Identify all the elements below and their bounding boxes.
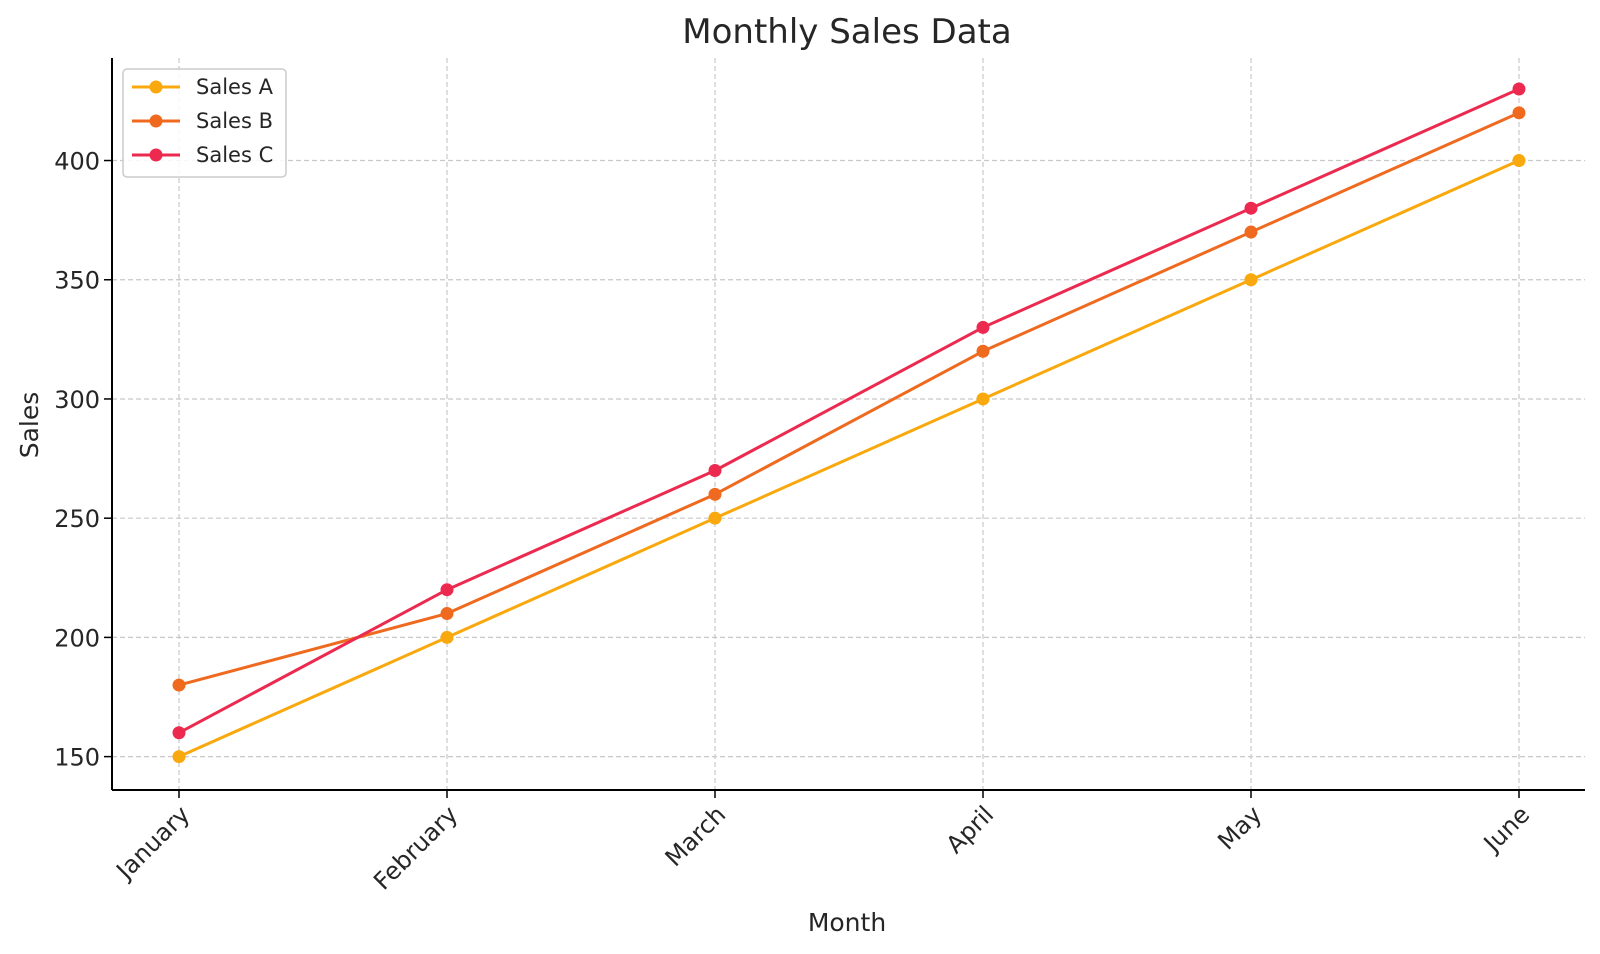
x-ticks: January February March April May June [110,790,1535,895]
legend-marker [149,148,163,162]
data-point [1512,154,1526,168]
y-tick-label: 200 [54,624,100,652]
legend-marker [149,80,163,94]
x-tick-label: March [660,800,732,872]
series [172,82,1526,764]
series-3 [172,82,1526,740]
legend-box [122,68,287,178]
data-point [172,726,186,740]
legend: Sales A Sales B Sales C [122,68,287,178]
data-point [1244,273,1258,287]
data-point [1244,225,1258,239]
y-tick-label: 400 [54,148,100,176]
legend-item: Sales C [132,143,273,167]
data-point [708,511,722,525]
data-point [976,344,990,358]
data-point [440,607,454,621]
y-tick-label: 350 [54,267,100,295]
legend-label: Sales B [196,109,273,133]
y-ticks: 150 200 250 300 350 400 [54,148,112,772]
x-tick-label: January [110,800,196,886]
legend-label: Sales C [196,143,273,167]
x-tick-label: February [368,800,463,895]
data-point [1512,82,1526,96]
data-point [1512,106,1526,120]
legend-item: Sales B [132,109,273,133]
legend-label: Sales A [196,75,274,99]
series-line [178,87,1520,735]
y-tick-label: 150 [54,744,100,772]
series-line [178,111,1520,687]
data-point [976,392,990,406]
legend-item: Sales A [132,75,274,99]
legend-marker [149,114,163,128]
data-point [440,583,454,597]
series-2 [172,106,1526,692]
data-point [708,463,722,477]
data-point [708,487,722,501]
series-line [178,159,1520,758]
data-point [1244,201,1258,215]
y-tick-label: 250 [54,505,100,533]
data-point [172,750,186,764]
data-point [172,678,186,692]
x-tick-label: April [941,800,1000,859]
chart-title: Monthly Sales Data [682,12,1011,52]
data-point [976,320,990,334]
x-tick-label: May [1212,800,1267,855]
axes [111,58,1585,791]
y-axis-label: Sales [15,392,44,459]
series-1 [172,154,1526,764]
x-tick-label: June [1477,800,1535,858]
y-tick-label: 300 [54,386,100,414]
data-point [440,630,454,644]
x-axis-label: Month [808,908,886,937]
